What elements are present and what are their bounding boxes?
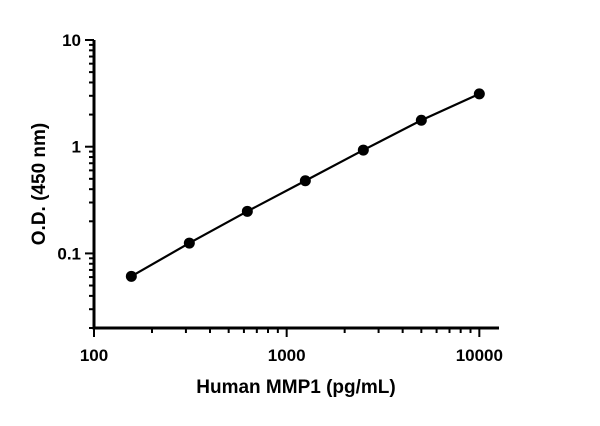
x-tick-label: 1000 (268, 346, 306, 365)
y-axis-label: O.D. (450 nm) (29, 123, 50, 245)
y-tick-label: 1 (72, 138, 81, 157)
data-point (125, 270, 137, 282)
x-tick-label: 100 (80, 346, 108, 365)
y-tick-label: 10 (62, 31, 81, 50)
y-tick-label: 0.1 (57, 244, 81, 263)
data-point (473, 88, 485, 100)
data-point (357, 144, 369, 156)
x-axis-label: Human MMP1 (pg/mL) (196, 377, 396, 398)
data-marks (125, 88, 485, 282)
x-tick-label: 10000 (456, 346, 503, 365)
data-point (241, 205, 253, 217)
data-point (415, 114, 427, 126)
data-point (299, 175, 311, 187)
data-point (183, 237, 195, 249)
axes: 100 1000 10000 0.1 1 10 (57, 31, 503, 365)
